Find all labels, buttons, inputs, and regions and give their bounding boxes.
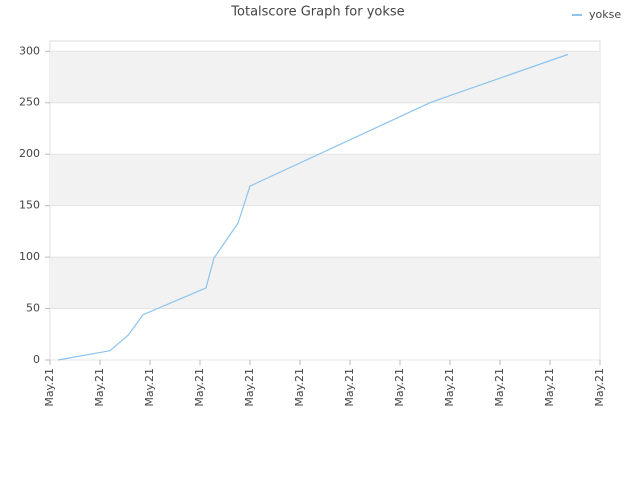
x-tick-label: May.21 <box>543 368 556 407</box>
legend-label: yokse <box>589 8 621 21</box>
x-tick-label: May.21 <box>493 368 506 407</box>
grid-band <box>50 51 600 103</box>
x-tick-label: May.21 <box>393 368 406 407</box>
x-tick-label: May.21 <box>343 368 356 407</box>
grid-band <box>50 257 600 309</box>
y-tick-label: 0 <box>33 353 40 366</box>
x-tick-label: May.21 <box>143 368 156 407</box>
x-tick-label: May.21 <box>443 368 456 407</box>
x-tick-label: May.21 <box>593 368 606 407</box>
grid-band <box>50 154 600 206</box>
y-tick-label: 100 <box>19 250 40 263</box>
y-tick-label: 300 <box>19 44 40 57</box>
series-line <box>57 53 569 361</box>
y-tick-label: 250 <box>19 96 40 109</box>
x-tick-label: May.21 <box>43 368 56 407</box>
x-tick-label: May.21 <box>193 368 206 407</box>
x-tick-label: May.21 <box>243 368 256 407</box>
x-tick-label: May.21 <box>293 368 306 407</box>
y-tick-label: 200 <box>19 147 40 160</box>
x-tick-label: May.21 <box>93 368 106 407</box>
y-tick-label: 150 <box>19 199 40 212</box>
y-tick-label: 50 <box>26 302 40 315</box>
chart-title: Totalscore Graph for yokse <box>230 5 404 20</box>
